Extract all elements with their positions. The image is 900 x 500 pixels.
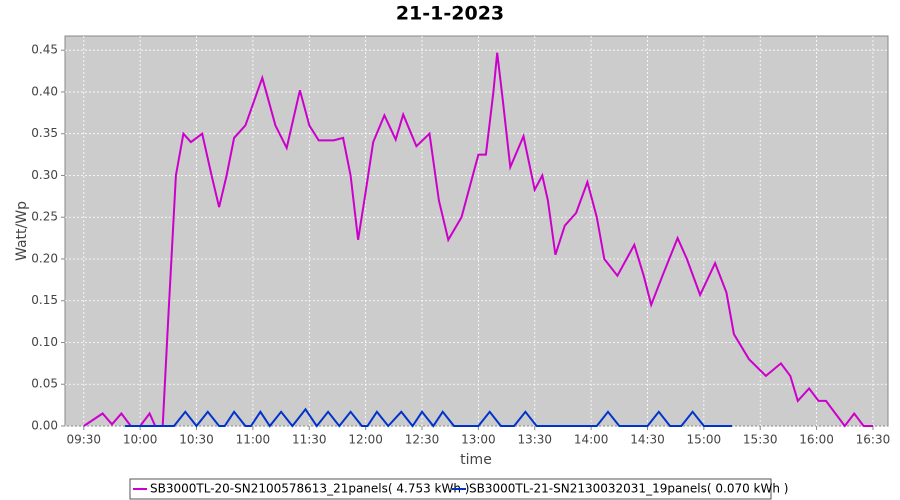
y-tick-label: 0.45 bbox=[31, 43, 58, 57]
x-tick-label: 13:00 bbox=[461, 433, 496, 447]
x-tick-label: 12:00 bbox=[348, 433, 383, 447]
chart-title: 21-1-2023 bbox=[396, 3, 504, 25]
series-line bbox=[125, 407, 732, 428]
x-tick-label: 15:00 bbox=[687, 433, 722, 447]
y-tick-label: 0.25 bbox=[31, 210, 58, 224]
y-tick-label: 0.20 bbox=[31, 251, 58, 265]
x-tick-label: 14:30 bbox=[630, 433, 665, 447]
x-tick-label: 14:00 bbox=[574, 433, 609, 447]
y-tick-label: 0.05 bbox=[31, 377, 58, 391]
x-tick-label: 09:30 bbox=[66, 433, 101, 447]
legend-label: SB3000TL-20-SN2100578613_21panels( 4.753… bbox=[150, 482, 469, 496]
plot-area bbox=[64, 35, 889, 427]
x-tick-label: 15:30 bbox=[743, 433, 778, 447]
legend bbox=[129, 478, 772, 500]
y-tick-label: 0.00 bbox=[31, 419, 58, 433]
x-tick-label: 16:00 bbox=[799, 433, 834, 447]
x-axis-label: time bbox=[460, 452, 492, 468]
y-tick-label: 0.40 bbox=[31, 84, 58, 98]
y-tick-label: 0.15 bbox=[31, 293, 58, 307]
y-tick-label: 0.35 bbox=[31, 126, 58, 140]
y-axis-label: Watt/Wp bbox=[14, 201, 30, 261]
x-tick-label: 11:30 bbox=[292, 433, 327, 447]
x-tick-label: 11:00 bbox=[236, 433, 271, 447]
legend-label: SB3000TL-21-SN2130032031_19panels( 0.070… bbox=[469, 482, 788, 496]
x-tick-label: 10:00 bbox=[123, 433, 158, 447]
y-tick-label: 0.10 bbox=[31, 335, 58, 349]
x-tick-label: 10:30 bbox=[179, 433, 214, 447]
series-line bbox=[83, 52, 873, 428]
x-tick-label: 12:30 bbox=[405, 433, 440, 447]
x-tick-label: 16:30 bbox=[856, 433, 891, 447]
x-tick-label: 13:30 bbox=[517, 433, 552, 447]
y-tick-label: 0.30 bbox=[31, 168, 58, 182]
